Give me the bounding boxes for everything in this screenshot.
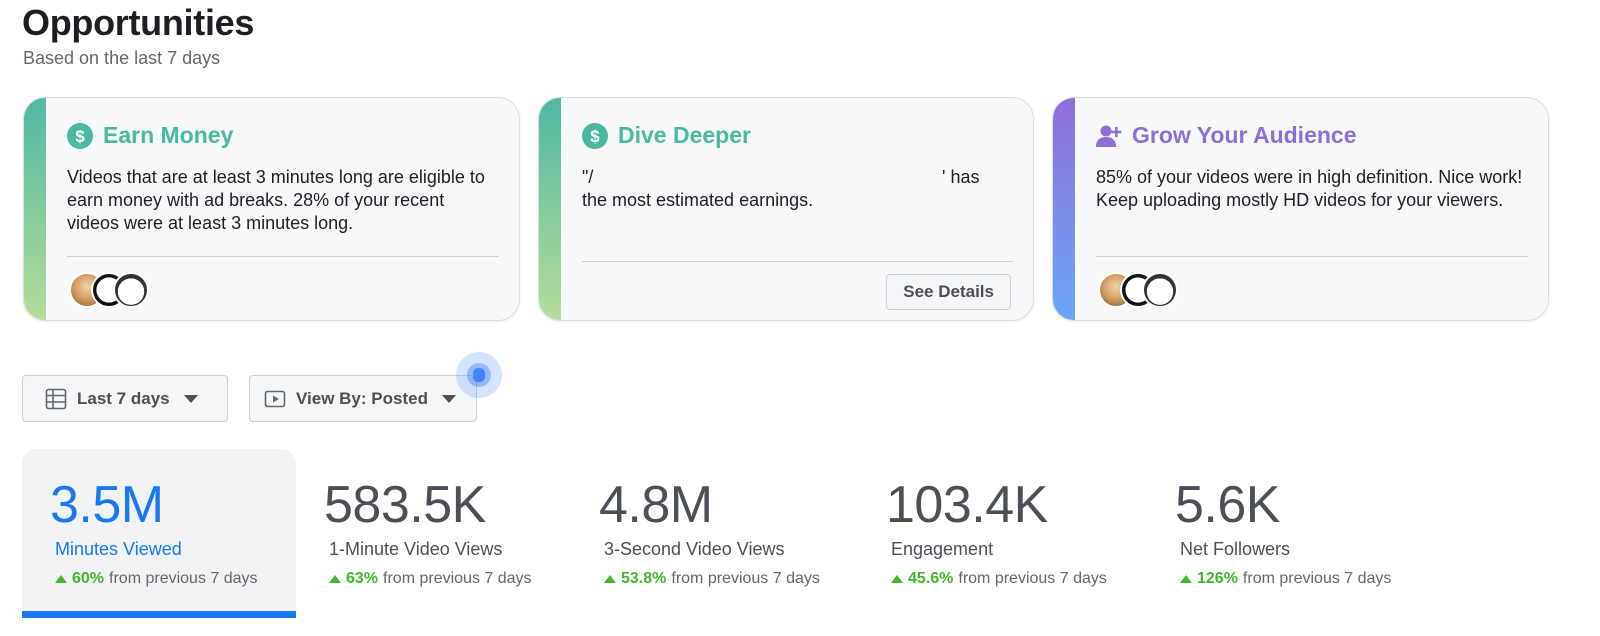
avatar-group [1098, 272, 1178, 308]
metric-change: 126% from previous 7 days [1180, 570, 1391, 588]
view-by-dropdown[interactable]: View By: Posted [249, 375, 477, 422]
card-title-text: Dive Deeper [618, 122, 751, 148]
metric-engagement[interactable]: 103.4K Engagement 45.6% from previous 7 … [859, 449, 1147, 618]
card-divider [1096, 256, 1528, 257]
metric-1-minute-views[interactable]: 583.5K 1-Minute Video Views 63% from pre… [296, 449, 571, 618]
metric-label: 1-Minute Video Views [329, 539, 503, 559]
change-percent: 45.6% [908, 570, 954, 587]
change-suffix: from previous 7 days [109, 570, 258, 587]
metric-label: 3-Second Video Views [604, 539, 785, 559]
metric-label: Minutes Viewed [55, 539, 182, 559]
page-title: Opportunities [22, 2, 255, 43]
metric-change: 53.8% from previous 7 days [604, 570, 820, 588]
date-range-label: Last 7 days [77, 388, 170, 408]
card-title: Grow Your Audience [1096, 122, 1357, 149]
card-body: "/ ' has the most estimated earnings. [582, 166, 1013, 212]
change-suffix: from previous 7 days [1242, 570, 1392, 587]
video-play-icon [264, 388, 286, 410]
change-suffix: from previous 7 days [958, 570, 1107, 587]
see-details-button[interactable]: See Details [886, 274, 1011, 310]
metric-change: 60% from previous 7 days [55, 570, 258, 588]
metric-net-followers[interactable]: 5.6K Net Followers 126% from previous 7 … [1147, 449, 1435, 618]
chevron-down-icon [441, 394, 456, 403]
card-title: $ Earn Money [67, 122, 233, 149]
earn-money-card[interactable]: $ Earn Money Videos that are at least 3 … [23, 97, 520, 321]
page-subtitle: Based on the last 7 days [23, 48, 221, 68]
active-tab-indicator [22, 611, 296, 618]
metric-value: 3.5M [50, 476, 164, 534]
card-body-line: the most estimated earnings. [582, 190, 814, 210]
metric-3-second-views[interactable]: 4.8M 3-Second Video Views 53.8% from pre… [571, 449, 859, 618]
up-arrow-icon [329, 575, 341, 583]
grow-audience-card[interactable]: Grow Your Audience 85% of your videos we… [1052, 97, 1549, 321]
change-suffix: from previous 7 days [671, 570, 820, 587]
calendar-grid-icon [45, 388, 67, 410]
card-title-text: Earn Money [103, 122, 234, 148]
view-by-label: View By: Posted [296, 388, 428, 408]
svg-text:$: $ [590, 127, 600, 146]
card-divider [582, 261, 1013, 262]
avatar [1142, 272, 1178, 308]
card-title: $ Dive Deeper [582, 122, 751, 149]
video-title-quote: "/ [582, 167, 594, 187]
avatar-group [69, 272, 149, 308]
metric-change: 45.6% from previous 7 days [891, 570, 1107, 588]
cursor-dot [473, 368, 485, 382]
metric-value: 583.5K [324, 476, 486, 534]
card-body: 85% of your videos were in high definiti… [1096, 167, 1523, 210]
change-percent: 63% [346, 570, 379, 587]
avatar [113, 272, 149, 308]
change-percent: 53.8% [621, 570, 667, 587]
metric-label: Engagement [891, 539, 994, 559]
card-body: Videos that are at least 3 minutes long … [67, 167, 485, 233]
up-arrow-icon [891, 575, 903, 583]
card-divider [67, 256, 499, 257]
card-accent-stripe [24, 98, 46, 320]
card-body-suffix: ' has [942, 167, 980, 187]
dollar-icon: $ [67, 122, 93, 149]
change-percent: 126% [1197, 570, 1238, 587]
metric-label: Net Followers [1180, 539, 1291, 559]
card-accent-stripe [539, 98, 561, 320]
metric-value: 103.4K [886, 476, 1048, 534]
card-title-text: Grow Your Audience [1132, 122, 1357, 148]
up-arrow-icon [1180, 575, 1192, 583]
add-person-icon [1096, 123, 1122, 149]
change-suffix: from previous 7 days [383, 570, 532, 587]
date-range-dropdown[interactable]: Last 7 days [22, 375, 228, 422]
metric-value: 5.6K [1175, 476, 1280, 534]
metric-minutes-viewed[interactable]: 3.5M Minutes Viewed 60% from previous 7 … [22, 449, 296, 618]
svg-text:$: $ [75, 127, 85, 146]
dollar-icon: $ [582, 122, 608, 149]
up-arrow-icon [55, 575, 67, 583]
up-arrow-icon [604, 575, 616, 583]
chevron-down-icon [183, 394, 198, 403]
metric-value: 4.8M [599, 476, 713, 534]
dive-deeper-card[interactable]: $ Dive Deeper "/ ' has the most estimate… [538, 97, 1034, 321]
metric-change: 63% from previous 7 days [329, 570, 532, 588]
change-percent: 60% [72, 570, 105, 587]
card-accent-stripe [1053, 98, 1075, 320]
